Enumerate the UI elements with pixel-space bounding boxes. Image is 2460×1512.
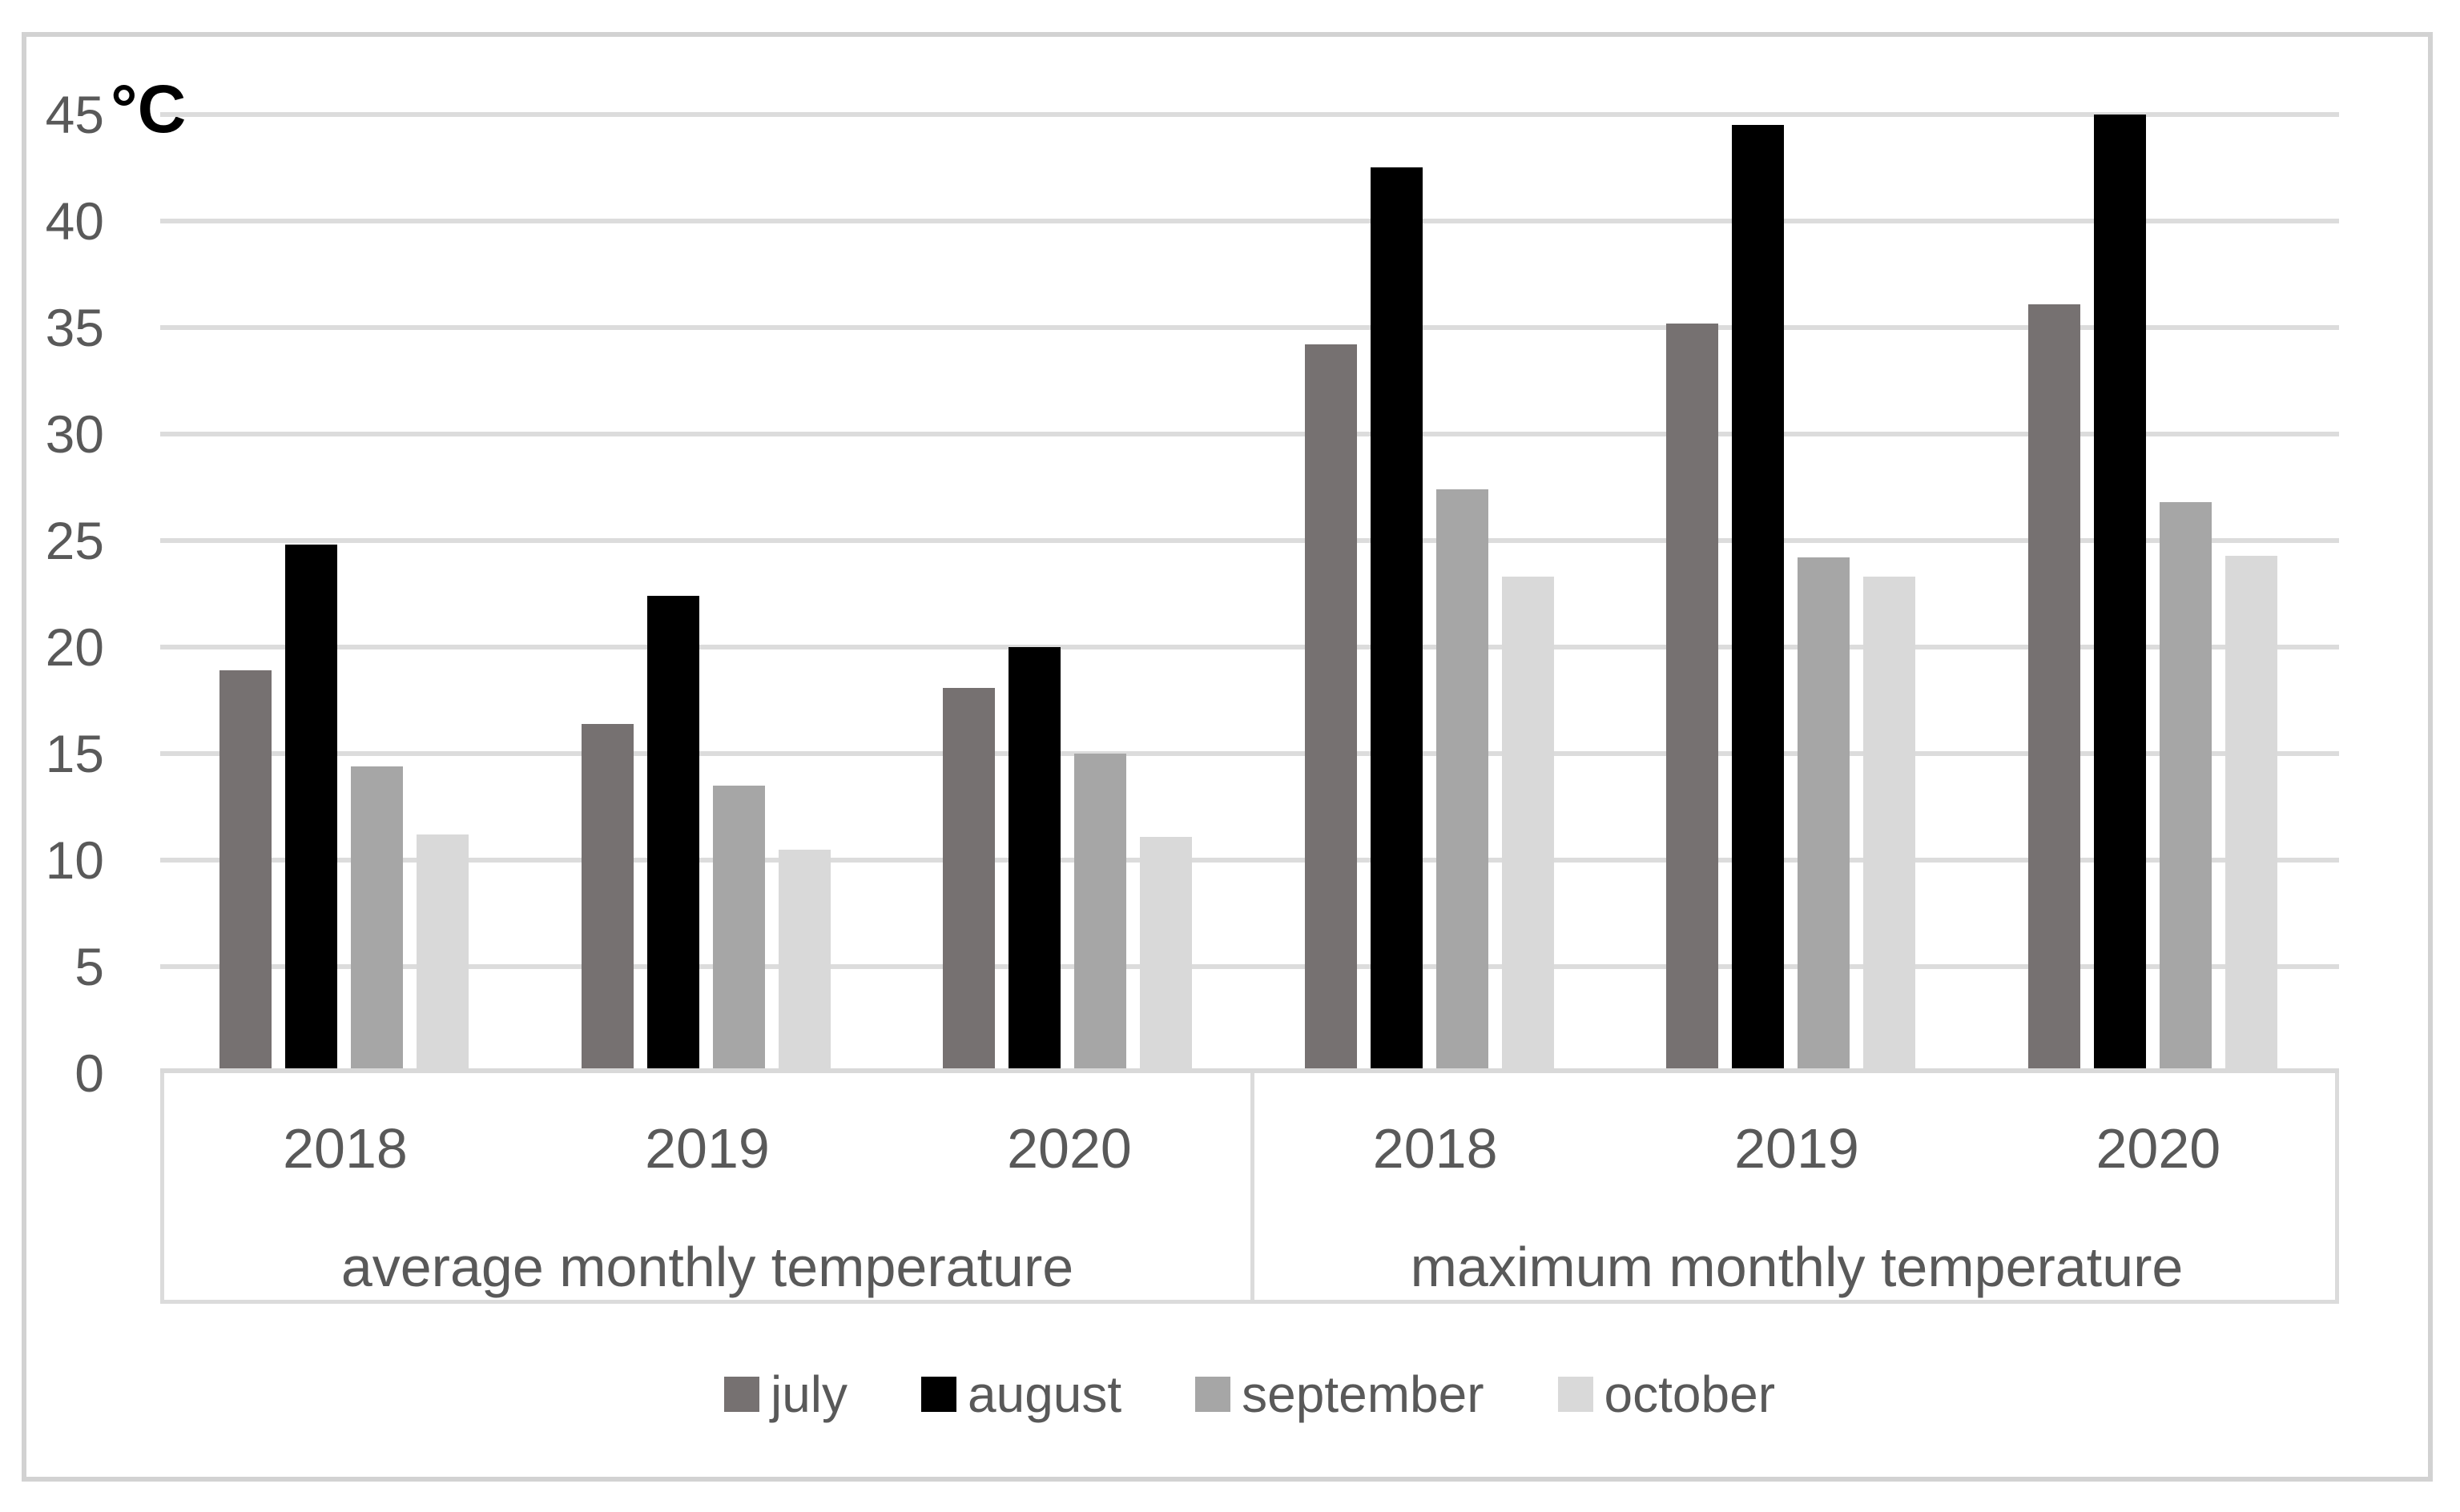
y-tick-label-15: 15 [45,724,104,783]
gridline-40 [160,219,2339,223]
legend-label-july: july [770,1365,848,1423]
y-tick-label-20: 20 [45,617,104,677]
year-label-2018: 2018 [1372,1117,1498,1180]
gridline-5 [160,964,2339,969]
bar-august-2020-avg [1009,647,1061,1073]
legend-item-august: august [921,1366,1121,1422]
category-axis: 2018 2019 2020 average monthly temperature… [160,1073,2339,1304]
legend-swatch-august [921,1377,957,1412]
legend-swatch-july [723,1377,759,1412]
bar-july-2019-avg [582,724,634,1073]
year-label-2018: 2018 [283,1117,408,1180]
year-labels-row: 2018 2019 2020 [164,1120,1250,1177]
y-tick-label-45: 45 [45,85,104,144]
gridline-10 [160,858,2339,863]
bar-october-2020-max [2225,556,2277,1073]
y-tick-label-30: 30 [45,404,104,464]
y-tick-label-0: 0 [74,1044,104,1103]
bar-october-2020-avg [1140,837,1192,1073]
y-tick-label-10: 10 [45,830,104,890]
bar-august-2020-max [2094,115,2146,1073]
section-label: maximum monthly temperature [1410,1236,2184,1298]
legend-label-august: august [968,1365,1122,1423]
bar-october-2018-avg [417,834,469,1073]
figure-border [22,32,2433,1482]
y-tick-label-25: 25 [45,511,104,570]
year-label-2020: 2020 [1007,1117,1132,1180]
x-axis-line [160,1068,2339,1073]
bar-august-2019-avg [647,596,699,1073]
y-tick-label-35: 35 [45,298,104,357]
bar-october-2019-avg [779,850,831,1073]
legend-label-october: october [1604,1365,1776,1423]
bar-october-2018-max [1502,577,1554,1073]
y-axis-unit-label: °C [111,71,187,147]
bar-july-2019-max [1666,324,1718,1073]
bar-september-2018-avg [351,766,403,1073]
bar-september-2019-avg [713,786,765,1073]
bar-september-2020-avg [1074,754,1126,1073]
section-label: average monthly temperature [340,1236,1074,1298]
legend-item-october: october [1557,1365,1776,1423]
bar-september-2020-max [2160,502,2212,1073]
gridline-20 [160,645,2339,649]
year-labels-row: 2018 2019 2020 [1254,1120,2339,1177]
legend-swatch-september [1195,1377,1231,1412]
section-average-monthly-temperature: 2018 2019 2020 average monthly temperature [164,1073,1250,1304]
bar-august-2018-max [1371,167,1423,1073]
gridline-45 [160,112,2339,117]
gridline-15 [160,751,2339,756]
bar-september-2018-max [1436,489,1488,1073]
legend-item-september: september [1195,1366,1484,1422]
legend-swatch-october [1557,1377,1593,1412]
y-tick-label-5: 5 [74,937,104,996]
bar-july-2020-avg [943,688,995,1073]
bar-july-2020-max [2028,304,2080,1073]
plot-area [160,0,2339,1078]
section-divider [1250,1073,1254,1300]
bar-august-2018-avg [285,545,337,1073]
legend: july august september october [160,1360,2339,1429]
legend-item-july: july [723,1365,848,1423]
bar-august-2019-max [1732,125,1784,1073]
year-label-2020: 2020 [2096,1117,2221,1180]
gridline-35 [160,325,2339,330]
bar-october-2019-max [1863,577,1915,1073]
bar-july-2018-avg [219,670,272,1073]
bar-september-2019-max [1798,557,1850,1073]
year-label-2019: 2019 [1734,1117,1859,1180]
gridline-25 [160,538,2339,543]
gridline-30 [160,432,2339,436]
legend-label-september: september [1242,1365,1484,1423]
year-label-2019: 2019 [645,1117,770,1180]
y-tick-label-40: 40 [45,191,104,251]
bar-july-2018-max [1305,344,1357,1073]
section-maximum-monthly-temperature: 2018 2019 2020 maximum monthly temperature [1254,1073,2339,1304]
